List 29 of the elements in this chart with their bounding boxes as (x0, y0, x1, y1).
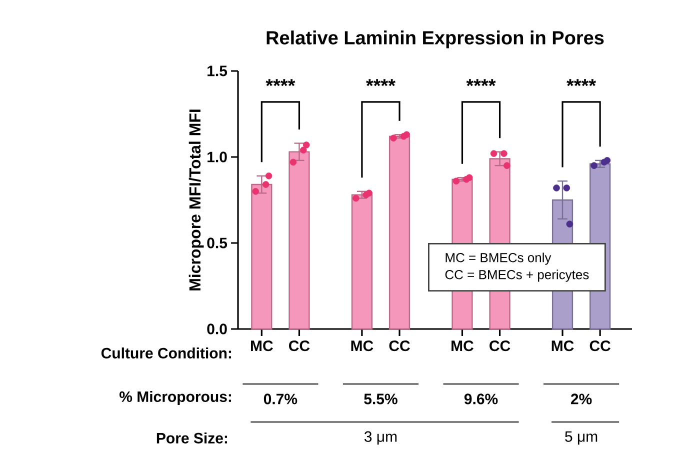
x-tick-label: MC (452, 340, 474, 352)
x-tick-label: MC (351, 340, 374, 352)
chart-title: Relative Laminin Expression in Pores (266, 30, 604, 48)
text: 0.7% (264, 394, 298, 404)
annotation: MC = BMECs only (446, 252, 552, 265)
text: 2% (570, 394, 592, 404)
text: 3 μm (364, 431, 397, 445)
text: % Microporous: (120, 390, 232, 405)
text: 5.5% (364, 394, 398, 404)
annotation: **** (566, 79, 596, 86)
text: 9.6% (464, 394, 498, 404)
y-axis-title: Micropore MFI/Total MFI (188, 110, 204, 290)
y-tick-label: 1.5 (208, 66, 228, 76)
text: Pore Size: (156, 432, 228, 444)
annotation: **** (366, 79, 396, 86)
annotation: **** (266, 79, 296, 86)
y-tick-label: 0.5 (207, 238, 228, 248)
x-tick-label: CC (389, 340, 410, 352)
x-tick-label: CC (490, 340, 510, 352)
text: 5 μm (565, 431, 598, 445)
x-tick-label: MC (251, 340, 273, 352)
y-tick-label: 0.0 (207, 324, 227, 334)
x-tick-label: MC (552, 340, 574, 352)
x-tick-label: CC (590, 340, 610, 352)
y-tick-label: 1.0 (208, 152, 227, 162)
annotation: CC = BMECs + pericytes (445, 270, 589, 282)
x-tick-label: CC (289, 340, 310, 352)
annotation: **** (466, 79, 496, 86)
text: Culture Condition: (101, 347, 232, 358)
